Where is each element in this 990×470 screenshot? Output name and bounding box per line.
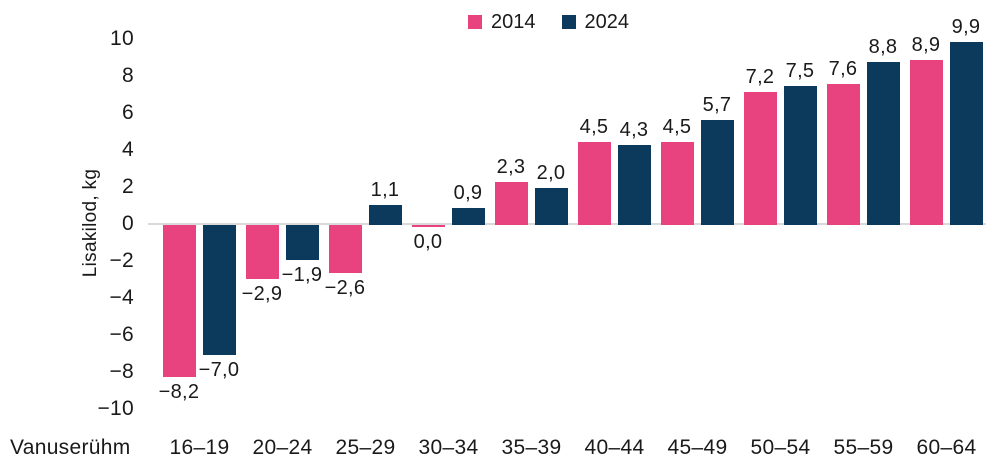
value-label-2014: 2,3: [496, 156, 526, 179]
legend-label: 2024: [584, 11, 630, 33]
y-axis-tick-label: 6: [122, 101, 134, 124]
legend-swatch-2014: [468, 15, 482, 29]
bar-2024-25-29: [368, 204, 402, 225]
value-label-2024: 7,5: [785, 60, 815, 83]
x-axis-label: 25–29: [335, 436, 396, 459]
value-label-2014: 7,2: [745, 65, 775, 88]
value-label-2014: −2,9: [241, 282, 283, 305]
bar-2024-35-39: [534, 188, 568, 225]
bar-2024-55-59: [866, 62, 900, 225]
bar-2014-16-19: [162, 225, 196, 377]
y-axis-tick-label: −8: [109, 360, 134, 383]
legend-swatch-2024: [561, 15, 576, 29]
x-axis-label: 60–64: [916, 436, 977, 459]
bar-2014-30-34: [411, 225, 445, 227]
bar-2014-40-44: [577, 141, 611, 225]
value-label-2014: 0,0: [413, 231, 443, 253]
y-axis-tick-label: −2: [109, 249, 134, 272]
bar-2024-20-24: [285, 225, 319, 261]
y-axis-tick-label: −6: [109, 323, 134, 346]
bar-2014-35-39: [494, 182, 528, 225]
bar-2024-60-64: [949, 41, 983, 225]
x-axis-label: 40–44: [584, 436, 645, 459]
y-axis-tick-label: 8: [122, 64, 134, 87]
x-axis-title: Vanuserühm: [10, 436, 131, 459]
bar-2024-45-49: [700, 119, 734, 225]
x-axis-label: 35–39: [501, 436, 562, 459]
bar-2014-55-59: [826, 84, 860, 225]
bar-2014-60-64: [909, 60, 943, 225]
value-label-2024: −1,9: [281, 264, 323, 287]
value-label-2014: −8,2: [158, 380, 200, 403]
value-label-2024: −7,0: [198, 358, 240, 381]
value-label-2024: 4,3: [619, 119, 649, 142]
bar-2024-50-54: [783, 86, 817, 225]
bar-2024-30-34: [451, 208, 485, 225]
value-label-2014: 4,5: [662, 115, 692, 138]
x-axis-label: 55–59: [833, 436, 894, 459]
bar-2024-40-44: [617, 145, 651, 225]
plot-area: −8,2 −2,9 −2,6 0,0 2,3 4,5 4,5 7,2 7,6 8,9 −7,0 −1,…: [148, 0, 988, 470]
y-axis-tick-label: 2: [122, 175, 134, 198]
y-axis-tick-label: 0: [122, 212, 134, 235]
bar-2014-25-29: [328, 225, 362, 274]
value-label-2024: 2,0: [536, 162, 566, 184]
legend-item-2024: 2024: [561, 11, 630, 33]
x-axis-label: 30–34: [418, 436, 479, 459]
bar-2014-45-49: [660, 141, 694, 225]
bar-2014-50-54: [743, 91, 777, 225]
legend-label: 2014: [491, 11, 536, 33]
value-label-2024: 5,7: [702, 93, 732, 116]
legend-item-2014: 2014: [468, 11, 536, 33]
value-label-2014: 7,6: [828, 58, 858, 81]
value-label-2014: 8,9: [911, 34, 941, 57]
value-label-2024: 9,9: [951, 15, 981, 38]
x-axis-label: 20–24: [252, 436, 313, 459]
value-label-2014: 4,5: [579, 115, 609, 138]
y-axis-tick-label: 10: [110, 27, 134, 50]
y-axis-tick-label: −4: [109, 286, 134, 309]
value-label-2014: −2,6: [324, 277, 366, 300]
y-axis-tick-label: 4: [122, 138, 134, 161]
bar-2024-16-19: [202, 225, 236, 355]
legend: 2014 2024: [468, 11, 629, 33]
x-axis-label: 45–49: [667, 436, 728, 459]
value-label-2024: 0,9: [453, 182, 483, 205]
y-axis-tick-label: −10: [97, 397, 134, 420]
x-axis-label: 50–54: [750, 436, 811, 459]
bar-2014-20-24: [245, 225, 279, 279]
value-label-2024: 1,1: [370, 178, 400, 201]
x-axis-label: 16–19: [169, 436, 230, 459]
value-label-2024: 8,8: [868, 36, 898, 59]
